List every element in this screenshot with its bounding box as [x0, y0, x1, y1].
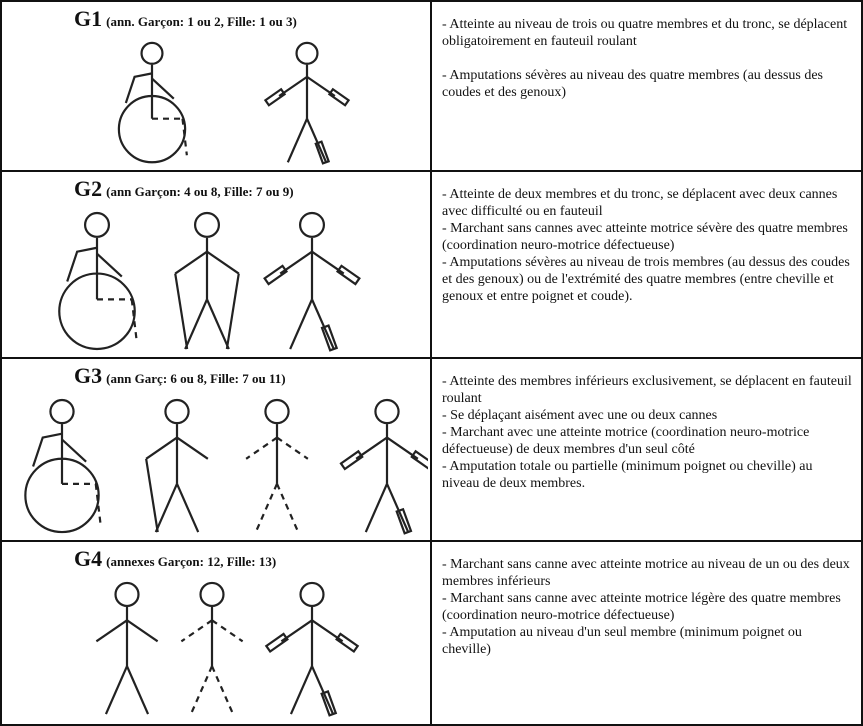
- illustration-cell: G2 (ann Garçon: 4 ou 8, Fille: 7 ou 9): [2, 172, 432, 357]
- description-item: - Marchant sans canne avec atteinte motr…: [442, 557, 850, 589]
- group-note: (ann Garç: 6 ou 8, Fille: 7 ou 11): [106, 371, 286, 386]
- group-code: G3: [74, 363, 103, 388]
- description-item: - Marchant sans canne avec atteinte motr…: [442, 591, 841, 623]
- figures: [24, 398, 428, 535]
- group-code: G4: [74, 546, 103, 571]
- description-item: - Se déplaçant aisément avec une ou deux…: [442, 408, 718, 423]
- group-code: G1: [74, 6, 103, 31]
- illustration-cell: G4 (annexes Garçon: 12, Fille: 13): [2, 542, 432, 724]
- group-note: (ann Garçon: 4 ou 8, Fille: 7 ou 9): [106, 184, 294, 199]
- group-row: G2 (ann Garçon: 4 ou 8, Fille: 7 ou 9) - A…: [2, 172, 861, 359]
- group-heading: G3 (ann Garç: 6 ou 8, Fille: 7 ou 11): [74, 363, 286, 389]
- description-item: - Marchant sans cannes avec atteinte mot…: [442, 221, 848, 253]
- description-item: - Amputations sévères au niveau de trois…: [442, 255, 850, 304]
- group-heading: G4 (annexes Garçon: 12, Fille: 13): [74, 546, 276, 572]
- group-heading: G2 (ann Garçon: 4 ou 8, Fille: 7 ou 9): [74, 176, 294, 202]
- description-cell: - Marchant sans canne avec atteinte motr…: [432, 542, 861, 724]
- description-item: - Amputation totale ou partielle (minimu…: [442, 459, 813, 491]
- description-item: - Marchant avec une atteinte motrice (co…: [442, 425, 810, 457]
- description-item: - Amputation au niveau d'un seul membre …: [442, 625, 802, 657]
- group-note: (annexes Garçon: 12, Fille: 13): [106, 554, 277, 569]
- group-row: G3 (ann Garç: 6 ou 8, Fille: 7 ou 11) - At…: [2, 359, 861, 542]
- figures: [95, 581, 360, 717]
- group-note: (ann. Garçon: 1 ou 2, Fille: 1 ou 3): [106, 14, 297, 29]
- group-row: G1 (ann. Garçon: 1 ou 2, Fille: 1 ou 3) - …: [2, 2, 861, 172]
- description-item: - Atteinte des membres inférieurs exclus…: [442, 374, 852, 406]
- description-item: - Atteinte au niveau de trois ou quatre …: [442, 17, 848, 49]
- figures: [117, 41, 351, 165]
- description-cell: - Atteinte de deux membres et du tronc, …: [432, 172, 861, 357]
- illustration-cell: G1 (ann. Garçon: 1 ou 2, Fille: 1 ou 3): [2, 2, 432, 170]
- description-item: - Amputations sévères au niveau des quat…: [442, 68, 824, 100]
- description-item: - Atteinte de deux membres et du tronc, …: [442, 187, 838, 219]
- group-heading: G1 (ann. Garçon: 1 ou 2, Fille: 1 ou 3): [74, 6, 297, 32]
- group-code: G2: [74, 176, 103, 201]
- figures: [58, 211, 361, 352]
- description-cell: - Atteinte au niveau de trois ou quatre …: [432, 2, 861, 170]
- illustration-cell: G3 (ann Garç: 6 ou 8, Fille: 7 ou 11): [2, 359, 432, 540]
- group-row: G4 (annexes Garçon: 12, Fille: 13) - March…: [2, 542, 861, 724]
- description-cell: - Atteinte des membres inférieurs exclus…: [432, 359, 861, 540]
